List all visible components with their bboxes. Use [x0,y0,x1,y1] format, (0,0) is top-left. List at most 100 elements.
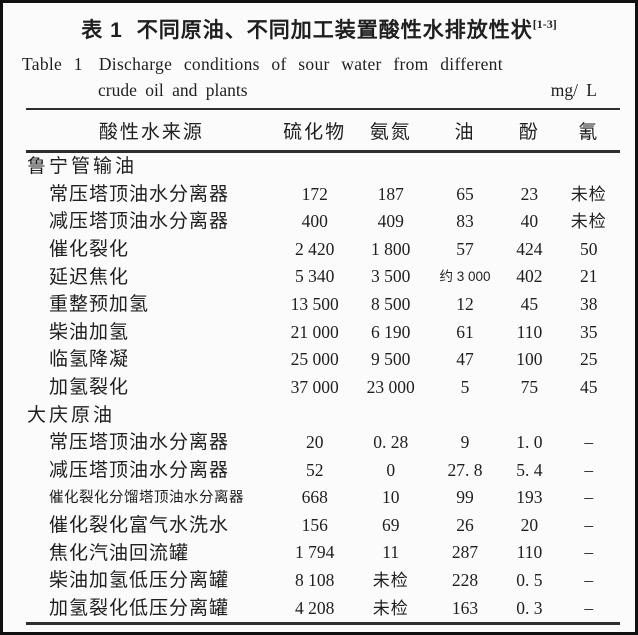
cell-value: 409 [377,211,404,232]
column-header-phenol: 酚 [501,109,558,153]
cell-value: 1. 0 [516,431,543,452]
cell-value: 11 [382,542,400,563]
table-row: 焦化汽油回流罐 1 794 11 287 110 – [26,539,620,567]
cell-value: 163 [451,597,479,618]
cell-value: 402 [516,266,543,287]
data-table-wrapper: 酸性水来源 硫化物 氨氮 油 酚 氰 鲁宁管输油 常压塔顶油水分离器 172 187 6… [26,108,620,626]
cell-value: 4 208 [295,597,335,618]
row-label: 临氢降凝 [49,349,130,371]
cell-value: – [584,569,594,590]
header-row: 酸性水来源 硫化物 氨氮 油 酚 氰 [26,109,620,153]
table-row: 重整预加氢 13 500 8 500 12 45 38 [26,291,620,319]
cell-value: 未检 [570,184,607,204]
column-header-oil: 油 [428,109,502,153]
cell-value: 未检 [372,598,409,618]
cell-value: 172 [301,183,328,204]
table-body: 鲁宁管输油 常压塔顶油水分离器 172 187 65 23 未检 减压塔顶油水分离器 400 40… [26,152,620,624]
table-title-en-text2: crude oil and plants [98,80,248,100]
cell-value: 3 500 [371,266,411,287]
row-label: 催化裂化富气水洗水 [49,515,230,537]
row-label: 延迟焦化 [49,266,130,288]
table-title-en: Table 1 Discharge conditions of sour wate… [3,51,635,103]
cell-value: – [584,487,594,508]
table-title-en-line1: Table 1 Discharge conditions of sour wate… [3,51,635,77]
column-header-source: 酸性水来源 [26,109,277,153]
row-label: 减压塔顶油水分离器 [49,211,230,233]
cell-value: 45 [580,376,598,397]
cell-value: 50 [580,238,598,259]
cell-value: 21 000 [290,321,339,342]
cell-value: 13 500 [290,294,339,315]
row-label: 加氢裂化 [49,377,130,399]
cell-value: 8 108 [295,569,335,590]
cell-value: 5 340 [295,266,335,287]
table-row: 催化裂化 2 420 1 800 57 424 50 [26,236,620,264]
cell-value: 6 190 [371,321,411,342]
cell-value: 35 [580,321,598,342]
row-label: 常压塔顶油水分离器 [49,432,230,454]
cell-value: 10 [381,487,400,508]
cell-value: 0. 28 [373,431,409,452]
table-row: 加氢裂化 37 000 23 000 5 75 45 [26,374,620,402]
cell-value: 约 3 000 [439,269,491,285]
cell-value: 37 000 [290,376,339,397]
row-label: 催化裂化 [49,239,130,261]
cell-value: 83 [456,211,474,232]
table-row: 临氢降凝 25 000 9 500 47 100 25 [26,346,620,374]
table-row: 柴油加氢 21 000 6 190 61 110 35 [26,319,620,347]
cell-value: 5 [460,376,470,397]
cell-value: 69 [381,514,400,535]
cell-value: 20 [520,514,539,535]
group-row: 鲁宁管输油 [26,152,620,181]
cell-value: 61 [456,321,474,342]
cell-value: 99 [456,487,474,508]
table-row: 加氢裂化低压分离罐 4 208 未检 163 0. 3 – [26,595,620,624]
cell-value: 65 [456,183,474,204]
cell-value: 110 [516,321,543,342]
cell-value: 38 [580,294,598,315]
row-label: 柴油加氢低压分离罐 [49,570,230,592]
row-label: 柴油加氢 [49,321,130,343]
cell-value: 25 [580,349,598,370]
cell-value: – [584,431,594,452]
table-title-zh-text: 不同原油、不同加工装置酸性水排放性状 [136,19,533,42]
row-label: 催化裂化分馏塔顶油水分离器 [49,489,244,506]
column-header-cyanide: 氰 [557,109,620,153]
cell-value: 287 [451,542,479,563]
cell-value: 27. 8 [447,459,483,480]
cell-value: 9 500 [371,349,411,370]
row-label: 重整预加氢 [49,294,150,316]
cell-value: 25 000 [290,349,339,370]
cell-value: 228 [451,569,479,590]
cell-value: 0 [386,459,396,480]
column-header-sulfide: 硫化物 [276,109,353,153]
cell-value: – [584,514,594,535]
cell-value: 20 [305,431,324,452]
table-number-en: Table 1 [22,54,83,74]
row-label: 焦化汽油回流罐 [49,542,190,564]
cell-value: 未检 [372,571,409,591]
cell-value: 668 [301,487,328,508]
table-title-en-line2: crude oil and plants mg/ L [3,77,635,103]
group-row: 大庆原油 [26,401,620,429]
cell-value: – [584,597,594,618]
row-label: 常压塔顶油水分离器 [49,183,230,205]
cell-value: 5. 4 [516,459,543,480]
table-row: 催化裂化分馏塔顶油水分离器 668 10 99 193 – [26,484,620,512]
cell-value: 1 800 [371,238,411,259]
table-row: 常压塔顶油水分离器 20 0. 28 9 1. 0 – [26,429,620,457]
cell-value: 57 [456,238,474,259]
cell-value: 100 [516,349,543,370]
group-label: 鲁宁管输油 [27,156,138,178]
table-row: 催化裂化富气水洗水 156 69 26 20 – [26,512,620,540]
cell-value: – [584,542,594,563]
cell-value: 400 [301,211,328,232]
cell-value: 424 [516,238,543,259]
cell-value: 0. 5 [516,569,543,590]
row-label: 减压塔顶油水分离器 [49,459,230,481]
cell-value: 75 [520,376,539,397]
cell-value: 未检 [570,212,607,232]
unit-label: mg/ L [550,80,597,100]
column-header-ammonia: 氨氮 [352,109,429,153]
